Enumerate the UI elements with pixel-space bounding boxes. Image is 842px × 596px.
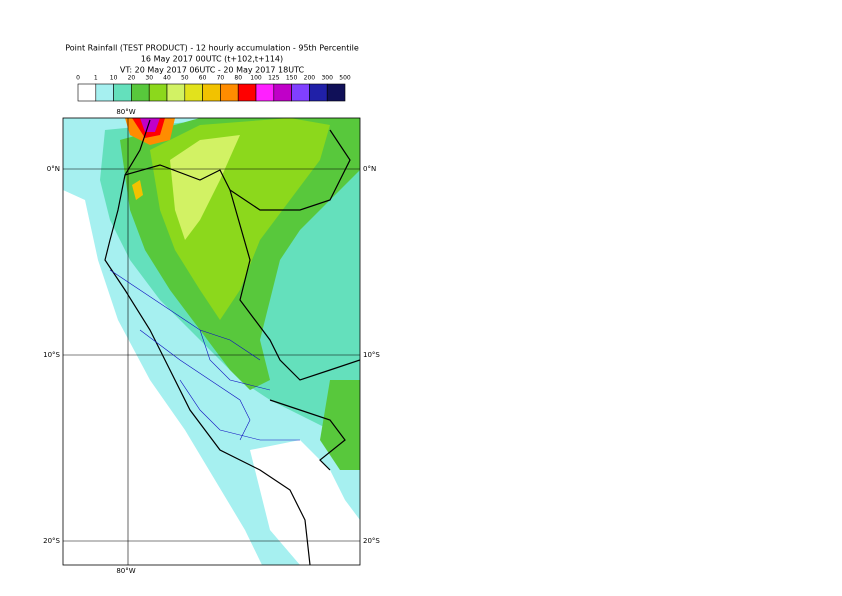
map-field	[63, 118, 360, 565]
legend-tick-label: 0	[76, 75, 80, 82]
lat-label: 0°N	[47, 165, 60, 173]
base-time: 16 May 2017 00UTC (t+102,t+114)	[141, 55, 283, 64]
legend-tick-label: 1	[94, 75, 98, 82]
legend-swatch	[166, 83, 186, 102]
legend-swatch	[131, 83, 150, 102]
legend-swatch	[237, 83, 257, 102]
legend-tick-label: 20	[128, 75, 136, 82]
legend-swatch	[273, 83, 292, 102]
legend-swatch	[148, 83, 168, 102]
legend-tick-label: 50	[181, 75, 189, 82]
legend-tick-label: 500	[339, 75, 351, 82]
legend-tick-label: 70	[217, 75, 225, 82]
legend-swatch	[255, 83, 275, 102]
lat-label: 10°S	[43, 351, 60, 359]
legend-tick-label: 40	[163, 75, 171, 82]
legend-tick-label: 10	[110, 75, 118, 82]
legend-swatch	[291, 83, 310, 102]
valid-time: VT: 20 May 2017 06UTC - 20 May 2017 18UT…	[120, 66, 305, 75]
legend-swatch	[95, 83, 114, 102]
lat-label: 20°S	[43, 537, 60, 545]
legend-swatch	[309, 83, 328, 102]
legend-tick-label: 300	[321, 75, 333, 82]
legend-swatch	[326, 83, 346, 102]
legend-tick-label: 200	[304, 75, 316, 82]
legend-swatch	[77, 83, 97, 102]
legend-swatch	[184, 83, 203, 102]
lon-label: 80°W	[116, 108, 135, 116]
legend: 0 1 10 20 30 40 50 60 70 80 100 125 150 200 300 500	[76, 75, 351, 102]
legend-tick-label: 100	[250, 75, 262, 82]
title: Point Rainfall (TEST PRODUCT) - 12 hourl…	[65, 44, 359, 53]
legend-tick-label: 60	[199, 75, 207, 82]
lat-label: 10°S	[363, 351, 380, 359]
legend-swatch	[220, 83, 239, 102]
legend-tick-label: 150	[286, 75, 298, 82]
lon-label: 80°W	[116, 567, 135, 575]
legend-tick-label: 30	[145, 75, 153, 82]
legend-swatch	[113, 83, 132, 102]
lat-label: 0°N	[363, 165, 376, 173]
legend-tick-label: 125	[268, 75, 280, 82]
legend-swatch	[202, 83, 221, 102]
lat-label: 20°S	[363, 537, 380, 545]
map-frame	[62, 117, 361, 566]
legend-tick-label: 80	[234, 75, 242, 82]
